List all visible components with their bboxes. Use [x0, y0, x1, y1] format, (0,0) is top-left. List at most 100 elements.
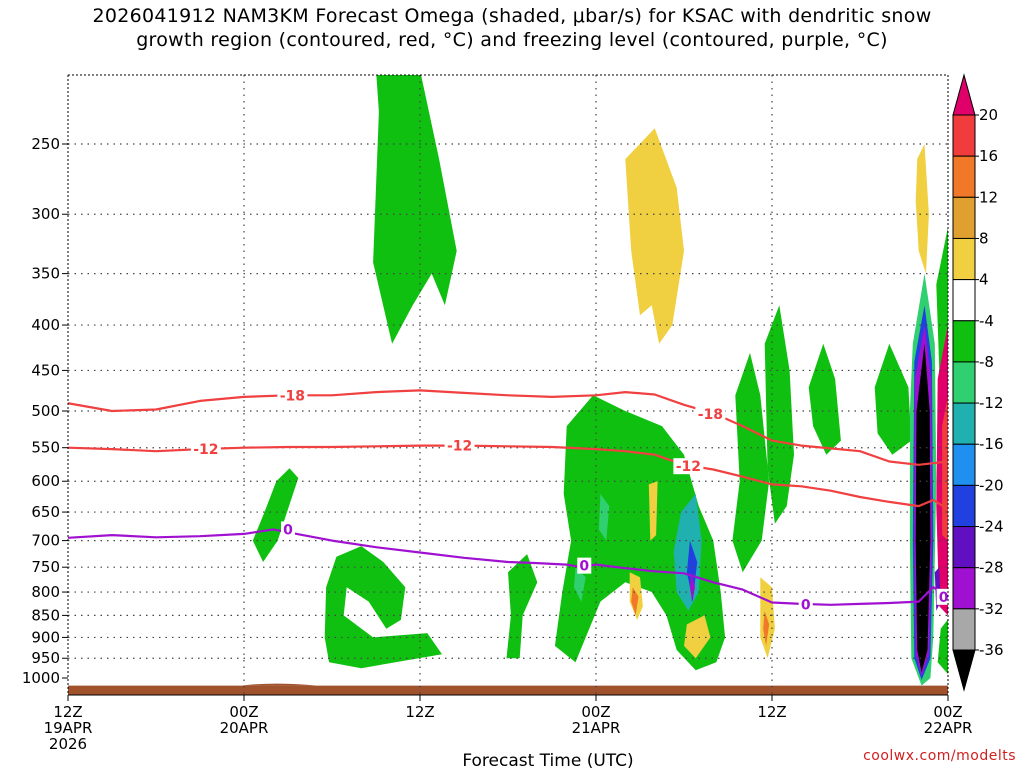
- colorbar-label: -20: [979, 476, 1004, 494]
- contour-label-bg: [277, 387, 308, 404]
- omega-region-yellow-upper-22z: [915, 144, 929, 274]
- contour-label-bg: [577, 557, 592, 574]
- colorbar-label: -28: [979, 559, 1004, 577]
- ytick-label: 600: [31, 472, 60, 490]
- omega-region-orange-core-04z: [631, 587, 639, 616]
- omega-region-green-cells-15z: [808, 343, 841, 455]
- colorbar-swatch: [952, 196, 976, 239]
- ytick-label: 500: [31, 402, 60, 420]
- contour-label: 0: [283, 522, 293, 538]
- omega-shading-layer: [252, 75, 948, 686]
- colorbar-swatch: [952, 567, 976, 610]
- colorbar-label: 4: [979, 271, 989, 289]
- contour-label: -12: [676, 459, 701, 475]
- omega-region-green-right-lower: [937, 619, 948, 675]
- contour-line--12: [68, 444, 948, 511]
- colorbar-swatch: [952, 114, 976, 157]
- contour-label: 0: [579, 559, 589, 575]
- omega-region-green-cells-09z: [732, 352, 770, 573]
- xtick-label: 12Z: [757, 703, 786, 721]
- colorbar: 20 16 12 8 4 -4 -8 -12 -16 -20 -24 -28 -32 -36: [952, 73, 1004, 692]
- omega-region-teal-core-02z: [574, 567, 586, 602]
- xtick-label: 00Z: [581, 703, 610, 721]
- contours-layer: -18 -18 -12 -12 -12 0 0 0 0: [68, 387, 949, 613]
- ytick-label: 900: [31, 628, 60, 646]
- xtick-label: 2026: [49, 735, 87, 753]
- ytick-label: 350: [31, 265, 60, 283]
- colorbar-label: 16: [979, 147, 998, 165]
- omega-region-gradient-core-22z-black: [915, 343, 931, 673]
- omega-region-green-lowlevel-06z: [324, 546, 442, 669]
- ytick-label: 450: [31, 361, 60, 379]
- omega-region-green-upper-12z: [373, 75, 457, 344]
- contour-label: 0: [939, 590, 949, 606]
- chart-title: 2026041912 NAM3KM Forecast Omega (shaded…: [0, 4, 1024, 52]
- colorbar-label: 8: [979, 229, 989, 247]
- contour-label-bg: [936, 588, 948, 605]
- colorbar-swatch: [952, 237, 976, 281]
- colorbar-swatch: [952, 443, 976, 486]
- x-axis-title: Forecast Time (UTC): [462, 751, 633, 768]
- omega-region-green-cells-10z: [764, 305, 794, 524]
- contour-label: -18: [698, 407, 723, 423]
- ytick-label: 700: [31, 532, 60, 550]
- contour-line--18: [68, 389, 948, 466]
- contour-label-bg: [281, 521, 295, 538]
- colorbar-swatch: [952, 402, 976, 445]
- omega-region-green-midlevel-0z: [252, 468, 299, 562]
- ytick-label: 750: [31, 558, 60, 576]
- contour-label-bg: [190, 441, 221, 458]
- source-credit: coolwx.com/modelts: [863, 748, 1016, 764]
- colorbar-swatch: [952, 361, 976, 404]
- ytick-label: 550: [31, 439, 60, 457]
- colorbar-label: -36: [979, 641, 1004, 659]
- contour-label-bg: [444, 437, 475, 454]
- colorbar-label: -4: [979, 312, 994, 330]
- colorbar-label: -12: [979, 394, 1004, 412]
- contour-label-bg: [695, 406, 726, 423]
- contour-label: 0: [801, 597, 811, 613]
- omega-region-yellow-low-13z: [760, 577, 775, 659]
- colorbar-swatch: [952, 320, 976, 363]
- terrain-bump: [241, 683, 318, 686]
- omega-region-purple-core-21z: [689, 572, 695, 602]
- contour-label-bg: [798, 596, 813, 613]
- chart-title-line1: 2026041912 NAM3KM Forecast Omega (shaded…: [92, 5, 932, 27]
- ytick-label: 650: [31, 503, 60, 521]
- omega-region-yellow-cells-mid: [648, 481, 658, 541]
- terrain-below-ground: [68, 685, 948, 695]
- ytick-label: 400: [31, 316, 60, 334]
- ytick-label: 300: [31, 205, 60, 223]
- colorbar-swatch: [952, 484, 976, 528]
- chart-title-line2: growth region (contoured, red, °C) and f…: [136, 29, 888, 51]
- contour-label: -12: [447, 439, 472, 455]
- colorbar-label: -24: [979, 518, 1004, 536]
- xtick-label: 00Z: [229, 703, 258, 721]
- ytick-label: 250: [31, 135, 60, 153]
- xtick-label: 21APR: [572, 719, 621, 737]
- xtick-label: 19APR: [44, 719, 93, 737]
- xtick-label: 00Z: [933, 703, 962, 721]
- contour-label-bg: [673, 458, 704, 475]
- colorbar-swatch: [952, 279, 976, 322]
- ytick-label: 800: [31, 583, 60, 601]
- omega-region-green-after-12z: [506, 554, 538, 659]
- colorbar-label: 20: [979, 106, 998, 124]
- colorbar-label: -8: [979, 353, 994, 371]
- colorbar-bottom-arrow: [952, 649, 976, 692]
- omega-region-teal-core-04z: [598, 493, 610, 541]
- omega-region-red-right-edge-inner: [942, 395, 948, 541]
- contour-label: -12: [193, 442, 218, 458]
- ytick-label: 950: [31, 649, 60, 667]
- colorbar-label: -16: [979, 435, 1004, 453]
- omega-region-yellow-low-08z: [684, 615, 711, 659]
- omega-region-green-cells-18z: [874, 343, 912, 455]
- colorbar-swatch: [952, 608, 976, 651]
- colorbar-swatch: [952, 155, 976, 198]
- colorbar-label: -32: [979, 600, 1004, 618]
- colorbar-top-arrow: [952, 73, 976, 116]
- contour-label: -18: [280, 388, 305, 404]
- xtick-label: 20APR: [220, 719, 269, 737]
- ytick-label: 1000: [22, 669, 60, 687]
